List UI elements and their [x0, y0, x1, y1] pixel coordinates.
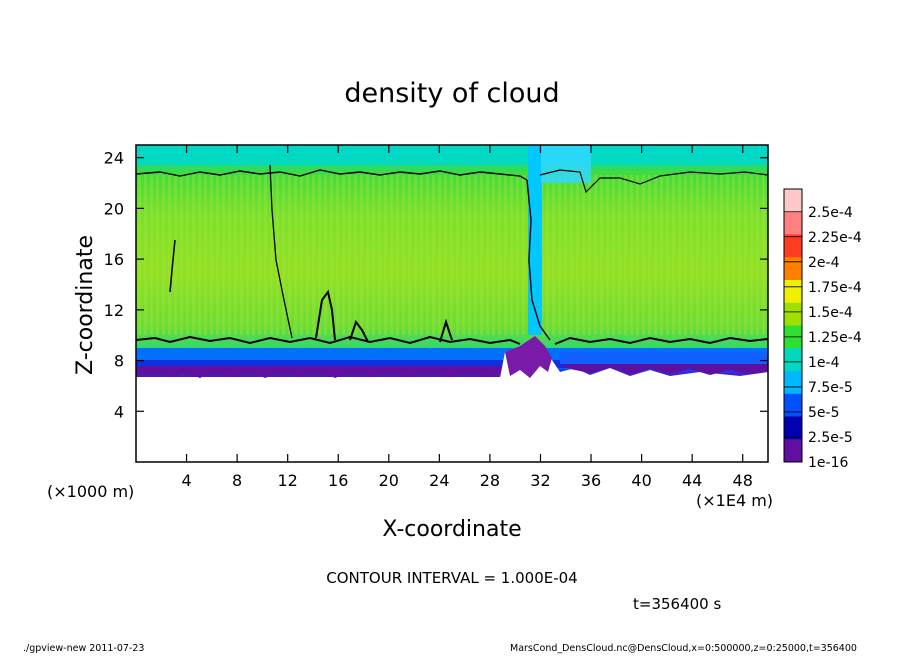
- plume-cap: [541, 145, 591, 183]
- footer-program: ./gpview-new 2011-07-23: [23, 643, 144, 654]
- x-tick-label: 24: [429, 471, 449, 490]
- colorbar: 2.5e-4 2.25e-4 2e-4 1.75e-4 1.5e-4 1.25e-4 1e-…: [783, 188, 862, 471]
- x-ticks: 4 8 12 16 20 24 28 32 36 40 44 48: [181, 145, 753, 490]
- x-axis-title: X-coordinate: [382, 517, 521, 542]
- colorbar-label: 1.5e-4: [808, 305, 853, 321]
- x-tick-label: 20: [379, 471, 399, 490]
- y-tick-label: 4: [114, 402, 124, 421]
- contour-bump-2: [349, 319, 369, 343]
- x-tick-label: 44: [682, 471, 702, 490]
- colorbar-label: 1e-16: [808, 455, 848, 471]
- contour-bump-3: [439, 318, 453, 343]
- colorbar-swatch: [784, 234, 802, 258]
- colorbar-label: 7.5e-5: [808, 380, 853, 396]
- y-tick-label: 16: [104, 250, 124, 269]
- contour-lower: [135, 335, 521, 345]
- base-darkblue-layer: [136, 360, 768, 368]
- colorbar-swatch: [784, 211, 802, 235]
- x-tick-label: 12: [278, 471, 298, 490]
- contour-top-right: [539, 169, 769, 194]
- contour-lower-right: [554, 336, 769, 345]
- colorbar-swatch: [784, 280, 802, 304]
- x-tick-label: 28: [480, 471, 500, 490]
- colorbar-label: 5e-5: [808, 405, 839, 421]
- colorbar-swatch: [784, 393, 802, 417]
- colorbar-swatch: [784, 257, 802, 281]
- colorbar-label: 2e-4: [808, 255, 840, 271]
- colorbar-swatch: [784, 302, 802, 326]
- colorbar-label: 2.25e-4: [808, 230, 862, 246]
- colorbar-swatch: [784, 416, 802, 440]
- x-unit-label: (×1E4 m): [696, 491, 773, 510]
- time-label: t=356400 s: [633, 595, 721, 613]
- plume-bottom-white: [500, 340, 768, 462]
- contour-bump-1: [315, 289, 336, 341]
- x-tick-label: 48: [733, 471, 753, 490]
- contour-streak-1: [169, 239, 176, 293]
- right-base-blue: [560, 352, 768, 364]
- x-tick-label: 4: [181, 471, 191, 490]
- plot-frame: [135, 144, 769, 463]
- y-axis-title: Z-coordinate: [73, 235, 98, 375]
- contour-interval-note: CONTOUR INTERVAL = 1.000E-04: [326, 569, 577, 587]
- colorbar-swatch: [784, 371, 802, 395]
- plot-area: [135, 144, 769, 463]
- x-tick-label: 36: [581, 471, 601, 490]
- colorbar-label: 2.5e-4: [808, 205, 853, 221]
- x-tick-label: 40: [631, 471, 651, 490]
- y-ticks: 4 8 12 16 20 24: [104, 149, 768, 421]
- colorbar-label: 1.25e-4: [808, 330, 862, 346]
- colorbar-swatch: [784, 189, 802, 213]
- chart-title: density of cloud: [344, 78, 559, 109]
- colorbar-label: 1.75e-4: [808, 280, 862, 296]
- contour-top: [135, 169, 528, 181]
- colorbar-swatch: [784, 439, 802, 463]
- x-tick-label: 32: [530, 471, 550, 490]
- footer-source: MarsCond_DensCloud.nc@DensCloud,x=0:5000…: [510, 643, 857, 654]
- right-base-purple: [560, 364, 768, 375]
- colorbar-label: 1e-4: [808, 355, 840, 371]
- cloud-top-cyan: [136, 145, 768, 165]
- colorbar-swatch: [784, 348, 802, 372]
- y-unit-label: (×1000 m): [47, 482, 134, 501]
- y-tick-label: 8: [114, 352, 124, 371]
- plume-bottom-purple: [505, 336, 552, 378]
- contour-plume: [526, 179, 551, 341]
- colorbar-label: 2.5e-5: [808, 430, 853, 446]
- base-purple-fill: [136, 366, 505, 374]
- y-tick-label: 24: [104, 149, 124, 168]
- contour-streak-2: [269, 164, 293, 339]
- cloud-field-texture: [136, 175, 768, 335]
- y-tick-label: 12: [104, 301, 124, 320]
- y-tick-label: 20: [104, 199, 124, 218]
- x-tick-label: 16: [328, 471, 348, 490]
- x-tick-label: 8: [232, 471, 242, 490]
